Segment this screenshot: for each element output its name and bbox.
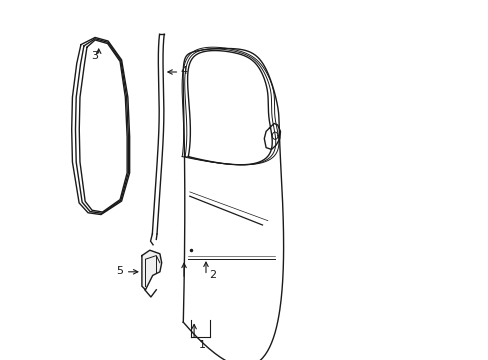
Polygon shape bbox=[142, 250, 162, 290]
Text: 4: 4 bbox=[180, 66, 187, 76]
Text: 5: 5 bbox=[116, 266, 122, 276]
Text: 3: 3 bbox=[91, 51, 98, 62]
Text: 1: 1 bbox=[198, 340, 205, 350]
Text: 2: 2 bbox=[208, 270, 216, 280]
